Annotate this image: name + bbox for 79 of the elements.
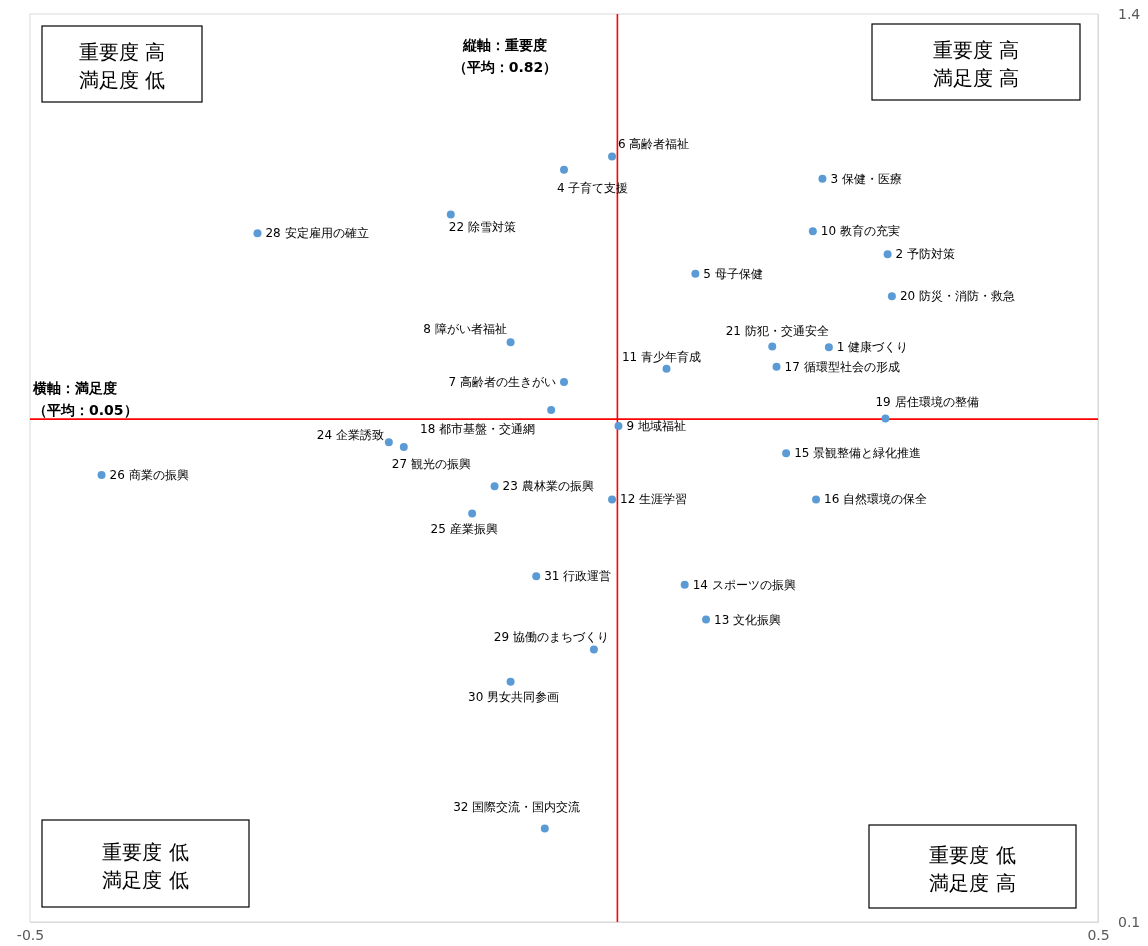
point	[887, 292, 896, 301]
annotation: 満足度 高	[932, 66, 1020, 90]
annotation: 21 防犯・交通安全	[725, 324, 829, 339]
point	[824, 343, 833, 352]
x-tick-label: -0.5	[16, 926, 45, 943]
point	[468, 509, 477, 518]
point	[532, 572, 541, 581]
annotation: 重要度 低	[929, 842, 1016, 867]
annotation: 横軸：満足度	[32, 380, 117, 396]
annotation: 縦軸：重要度	[462, 37, 547, 53]
point	[883, 250, 892, 259]
point	[506, 338, 515, 347]
annotation: （平均：0.05）	[33, 402, 138, 418]
point	[772, 362, 781, 371]
annotation: 17 循環型社会の形成	[784, 359, 900, 374]
annotation: 29 協働のまちづくり	[493, 629, 609, 644]
annotation: 8 障がい者福祉	[423, 322, 507, 337]
annotation: 7 高齢者の生きがい	[448, 375, 556, 390]
point	[253, 229, 262, 238]
annotation: 32 国際交流・国内交流	[453, 800, 581, 815]
point	[808, 227, 817, 236]
annotation: 28 安定雇用の確立	[265, 226, 369, 241]
annotation: 重要度 高	[78, 40, 166, 64]
annotation: 満足度 低	[78, 68, 166, 92]
annotation: 重要度 高	[932, 38, 1020, 62]
annotation: 満足度 高	[929, 870, 1016, 895]
point	[702, 615, 711, 624]
point	[506, 677, 515, 686]
annotation: 26 商業の振興	[109, 467, 189, 482]
annotation: 30 男女共同参画	[468, 689, 560, 704]
annotation: 3 保健・医療	[830, 171, 902, 186]
point	[490, 482, 499, 491]
annotation: 重要度 低	[102, 839, 189, 864]
annotation: 22 除雪対策	[448, 220, 516, 235]
point	[768, 342, 777, 351]
point	[881, 414, 890, 423]
annotation: 5 母子保健	[703, 266, 763, 281]
point	[399, 443, 408, 452]
point	[547, 406, 556, 415]
annotation: 10 教育の充実	[820, 224, 900, 239]
point	[608, 495, 617, 504]
point	[782, 449, 791, 458]
annotation: （平均：0.82）	[452, 59, 558, 75]
point	[680, 580, 689, 589]
annotation: 11 青少年育成	[621, 349, 702, 364]
annotation: 16 自然環境の保全	[824, 492, 928, 507]
y-tick-label: 0.1	[1118, 913, 1141, 930]
point	[818, 174, 827, 183]
point	[662, 364, 671, 373]
annotation: 2 予防対策	[895, 247, 956, 262]
annotation: 18 都市基盤・交通網	[420, 422, 536, 437]
annotation: 1 健康づくり	[836, 340, 909, 355]
point	[812, 495, 821, 504]
annotation: 23 農林業の振興	[502, 479, 594, 494]
annotation: 9 地域福祉	[626, 419, 686, 434]
annotation: 12 生涯学習	[620, 492, 688, 507]
point	[446, 210, 455, 219]
point	[608, 152, 617, 161]
annotation: 6 高齢者福祉	[618, 137, 690, 152]
annotation: 13 文化振興	[714, 612, 782, 627]
point	[614, 422, 623, 431]
annotation: 20 防災・消防・救急	[899, 289, 1015, 304]
x-tick-label: 0.5	[1087, 926, 1110, 943]
point	[97, 471, 106, 479]
annotation: 19 居住環境の整備	[875, 395, 979, 410]
annotation: 25 産業振興	[430, 522, 498, 537]
annotation: 31 行政運営	[544, 569, 612, 584]
annotation: 14 スポーツの振興	[692, 577, 796, 592]
point	[560, 165, 568, 174]
point	[540, 824, 549, 833]
point	[691, 269, 700, 278]
annotation: 15 景観整備と緑化推進	[794, 446, 922, 461]
annotation: 24 企業誘致	[316, 428, 384, 443]
point	[589, 645, 598, 654]
annotation: 満足度 低	[102, 867, 189, 892]
point	[560, 378, 568, 387]
annotation: 27 観光の振興	[391, 457, 471, 472]
point	[384, 438, 393, 447]
y-tick-label: 1.4	[1118, 5, 1141, 22]
